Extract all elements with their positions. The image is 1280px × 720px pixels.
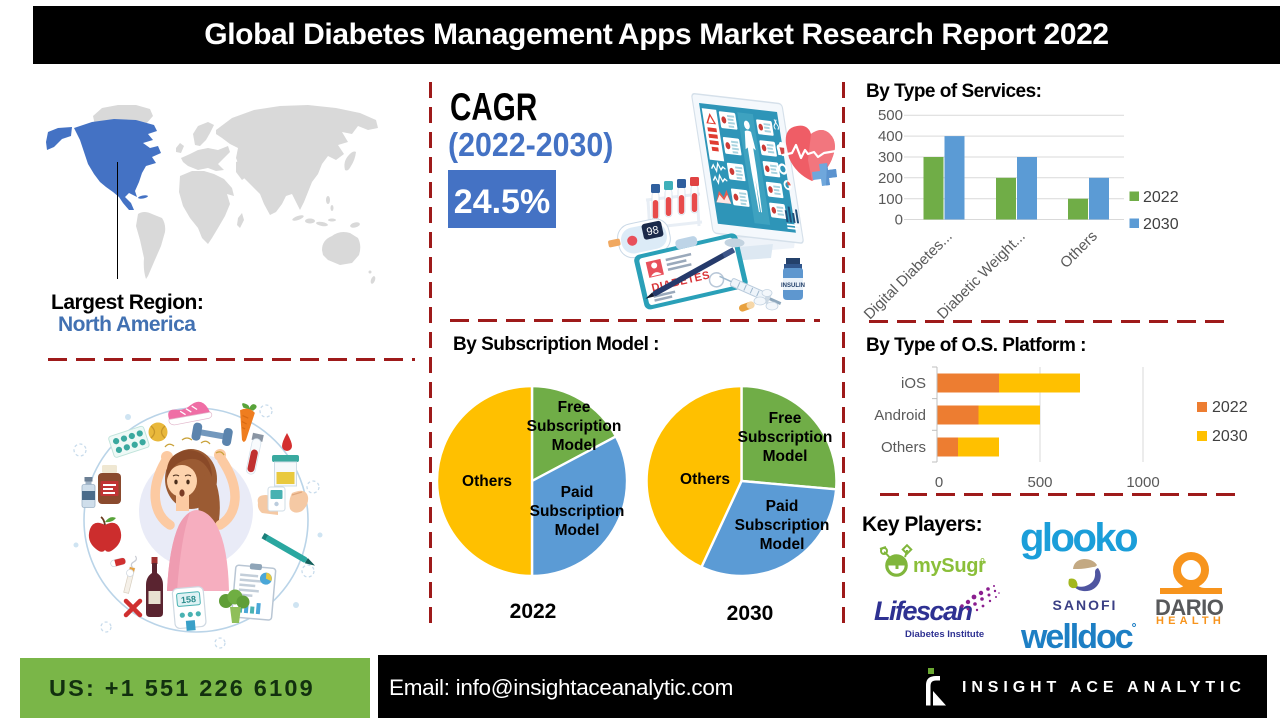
svg-text:Others: Others (1057, 228, 1101, 272)
svg-text:INSULIN: INSULIN (781, 283, 805, 289)
svg-text:Subscription: Subscription (530, 503, 625, 520)
svg-text:98: 98 (645, 224, 659, 238)
svg-text:2022: 2022 (1143, 189, 1179, 206)
svg-text:Paid: Paid (561, 484, 594, 501)
svg-text:Others: Others (462, 473, 512, 490)
svg-text:100: 100 (878, 191, 903, 208)
svg-text:Model: Model (552, 437, 597, 454)
svg-text:200: 200 (878, 170, 903, 187)
svg-text:Android: Android (874, 407, 926, 424)
svg-text:400: 400 (878, 128, 903, 145)
svg-text:2030: 2030 (1143, 216, 1179, 233)
svg-text:0: 0 (895, 212, 903, 229)
svg-text:Model: Model (760, 536, 805, 553)
svg-text:mySugr: mySugr (913, 555, 986, 577)
svg-text:Subscription: Subscription (527, 418, 622, 435)
svg-text:158: 158 (181, 594, 197, 605)
svg-text:Others: Others (680, 471, 730, 488)
svg-text:Subscription: Subscription (738, 429, 833, 446)
svg-text:500: 500 (878, 107, 903, 124)
svg-text:Model: Model (763, 448, 808, 465)
svg-text:Free: Free (558, 399, 591, 416)
svg-text:1000: 1000 (1126, 474, 1159, 491)
svg-text:500: 500 (1027, 474, 1052, 491)
svg-text:Free: Free (769, 410, 802, 427)
svg-text:iOS: iOS (901, 375, 926, 392)
svg-text:Model: Model (555, 522, 600, 539)
svg-text:Others: Others (881, 439, 926, 456)
svg-text:2030: 2030 (1212, 428, 1248, 445)
svg-text:0: 0 (935, 474, 943, 491)
svg-text:Subscription: Subscription (735, 517, 830, 534)
svg-text:Paid: Paid (766, 498, 799, 515)
svg-text:300: 300 (878, 149, 903, 166)
svg-text:2022: 2022 (1212, 399, 1248, 416)
